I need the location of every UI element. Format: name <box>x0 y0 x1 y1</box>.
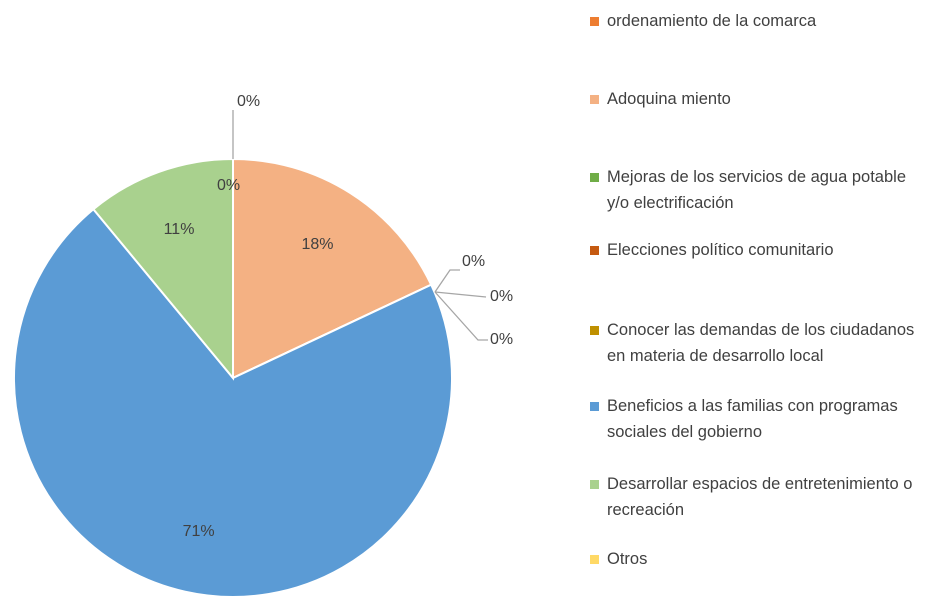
legend-label: Mejoras de los servicios de agua potable… <box>607 168 907 212</box>
legend-entry: Adoquina miento <box>590 86 920 112</box>
legend-entry: Elecciones político comunitario <box>590 237 920 263</box>
data-label: 11% <box>164 221 195 238</box>
pie-slice <box>13 207 453 597</box>
legend-swatch <box>590 173 599 182</box>
legend-swatch <box>590 95 599 104</box>
legend-swatch <box>590 246 599 255</box>
pie-slice <box>232 157 433 380</box>
legend-label: Conocer las demandas de los ciudadanos e… <box>607 321 915 365</box>
legend-entry: ordenamiento de la comarca <box>590 8 920 34</box>
legend-swatch <box>590 480 599 489</box>
data-label: 0% <box>237 93 260 110</box>
legend-swatch <box>590 17 599 26</box>
pie-slice <box>91 157 234 381</box>
data-label: 0% <box>490 288 513 305</box>
legend-swatch <box>590 555 599 564</box>
leader-line <box>434 291 488 341</box>
data-label: 0% <box>490 331 513 348</box>
legend-entry: Beneficios a las familias con programas … <box>590 393 920 445</box>
legend-label: Otros <box>607 550 648 568</box>
leader-line <box>434 291 487 298</box>
legend-entry: Otros <box>590 546 920 572</box>
legend-label: Elecciones político comunitario <box>607 241 834 259</box>
leader-line <box>434 269 460 293</box>
legend-label: Desarrollar espacios de entretenimiento … <box>607 475 913 519</box>
legend-swatch <box>590 402 599 411</box>
legend-label: Adoquina miento <box>607 90 731 108</box>
legend-label: Beneficios a las familias con programas … <box>607 397 898 441</box>
legend-entry: Desarrollar espacios de entretenimiento … <box>590 471 920 523</box>
data-label: 0% <box>217 177 240 194</box>
data-label: 71% <box>183 523 215 540</box>
legend-entry: Mejoras de los servicios de agua potable… <box>590 164 920 216</box>
legend-swatch <box>590 326 599 335</box>
data-label: 0% <box>462 253 485 270</box>
data-label: 18% <box>301 236 333 253</box>
legend-label: ordenamiento de la comarca <box>607 12 817 30</box>
legend-entry: Conocer las demandas de los ciudadanos e… <box>590 317 920 369</box>
